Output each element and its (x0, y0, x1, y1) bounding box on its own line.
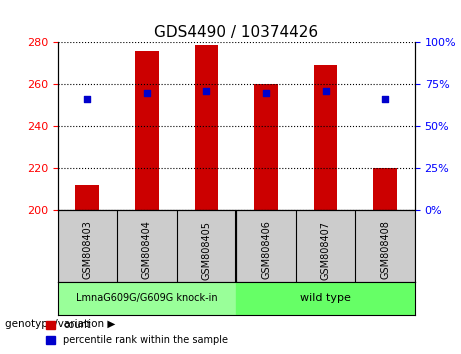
Text: GSM808404: GSM808404 (142, 221, 152, 280)
Text: wild type: wild type (300, 293, 351, 303)
Bar (373, 168, 397, 210)
Point (262, 90, 270, 96)
Text: GSM808405: GSM808405 (201, 221, 212, 280)
Point (203, 88, 210, 94)
Legend: count, percentile rank within the sample: count, percentile rank within the sample (42, 316, 232, 349)
Text: genotype/variation ▶: genotype/variation ▶ (5, 319, 115, 329)
Point (143, 90, 151, 96)
Text: GSM808408: GSM808408 (380, 221, 390, 280)
Bar (254, 84, 278, 210)
Text: GSM808406: GSM808406 (261, 221, 271, 280)
Point (381, 97, 389, 102)
Bar (313, 65, 337, 210)
Bar (195, 45, 219, 210)
Bar (58, 281, 236, 315)
Bar (76, 185, 99, 210)
Point (84, 97, 91, 102)
Text: GSM808407: GSM808407 (320, 221, 331, 280)
Title: GDS4490 / 10374426: GDS4490 / 10374426 (154, 25, 319, 40)
Text: GSM808403: GSM808403 (83, 221, 92, 280)
Text: LmnaG609G/G609G knock-in: LmnaG609G/G609G knock-in (76, 293, 218, 303)
Bar (236, 281, 415, 315)
Bar (135, 51, 159, 210)
Point (322, 88, 329, 94)
